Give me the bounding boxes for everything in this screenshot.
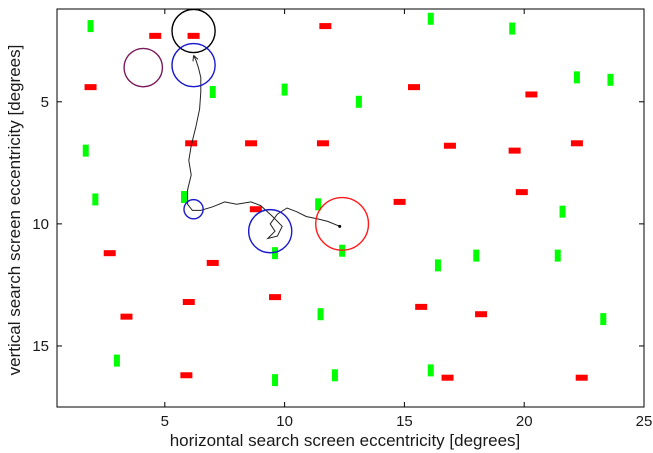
red-horizontal-bar-point [187,32,200,39]
green-vertical-bar-point [82,144,89,157]
green-vertical-bar-point [600,313,607,326]
green-vertical-bar-point [180,191,187,204]
fixation-circle-black [171,8,216,54]
green-vertical-bar-point [272,247,279,260]
red-horizontal-bar-point [443,142,456,149]
red-horizontal-bar-point [525,91,538,98]
green-vertical-bar-point [427,12,434,25]
green-vertical-bar-point [92,193,99,206]
x-tick-label: 20 [516,413,533,430]
green-vertical-bar-point [355,95,362,108]
green-vertical-bar-point [281,83,288,96]
green-vertical-bar-point [559,205,566,218]
red-horizontal-bar-point [415,303,428,310]
scanpath-line [187,55,340,240]
fixation-circle-blue [183,198,204,220]
green-vertical-bar-point [434,259,441,272]
red-horizontal-bar-point [515,189,528,196]
green-vertical-bar-point [427,364,434,377]
red-horizontal-bar-point [182,299,195,306]
red-horizontal-bar-point [441,374,454,381]
y-tick-label: 5 [41,94,49,111]
green-vertical-bar-point [87,20,94,33]
green-vertical-bar-point [607,73,614,86]
fixation-circle-red [315,196,370,251]
green-vertical-bar-point [573,71,580,84]
red-horizontal-bar-point [120,313,133,320]
fixation-circle-blue [247,208,293,254]
green-vertical-bar-point [272,374,279,387]
x-tick-label: 10 [276,413,293,430]
red-horizontal-bar-point [319,23,332,30]
y-tick-label: 15 [32,338,49,355]
red-horizontal-bar-point [570,140,583,147]
red-horizontal-bar-point [206,259,219,266]
red-horizontal-bar-point [84,84,97,91]
green-vertical-bar-point [509,22,516,35]
fixation-circle-purple [123,47,164,88]
red-horizontal-bar-point [316,140,329,147]
red-horizontal-bar-point [249,206,262,213]
x-tick-label: 15 [396,413,413,430]
red-horizontal-bar-point [245,140,258,147]
green-vertical-bar-point [473,249,480,262]
y-tick-label: 10 [32,216,49,233]
green-vertical-bar-point [209,86,216,99]
scanpath-start-point [338,224,342,228]
red-horizontal-bar-point [269,294,282,301]
red-horizontal-bar-point [180,372,193,379]
green-vertical-bar-point [331,369,338,382]
red-horizontal-bar-point [103,250,116,257]
red-horizontal-bar-point [185,140,198,147]
chart-marks [82,8,614,387]
red-horizontal-bar-point [508,147,521,154]
fixation-circle-blue [171,42,216,88]
axis-ticks: 5 10 15 20 25 5 10 15 [32,9,652,430]
scanpath-arrowhead [192,55,199,62]
plot-area [56,8,645,408]
red-horizontal-bar-point [475,311,488,318]
x-tick-label: 25 [636,413,653,430]
x-tick-label: 5 [161,413,169,430]
red-horizontal-bar-point [393,198,406,205]
green-vertical-bar-point [317,308,324,321]
green-vertical-bar-point [315,198,322,211]
red-horizontal-bar-point [149,32,162,39]
red-horizontal-bar-point [407,84,420,91]
y-axis-label: vertical search screen eccentricity [deg… [5,45,24,376]
green-vertical-bar-point [113,354,120,367]
x-axis-label: horizontal search screen eccentricity [d… [170,431,521,450]
green-vertical-bar-point [554,249,561,262]
red-horizontal-bar-point [575,374,588,381]
